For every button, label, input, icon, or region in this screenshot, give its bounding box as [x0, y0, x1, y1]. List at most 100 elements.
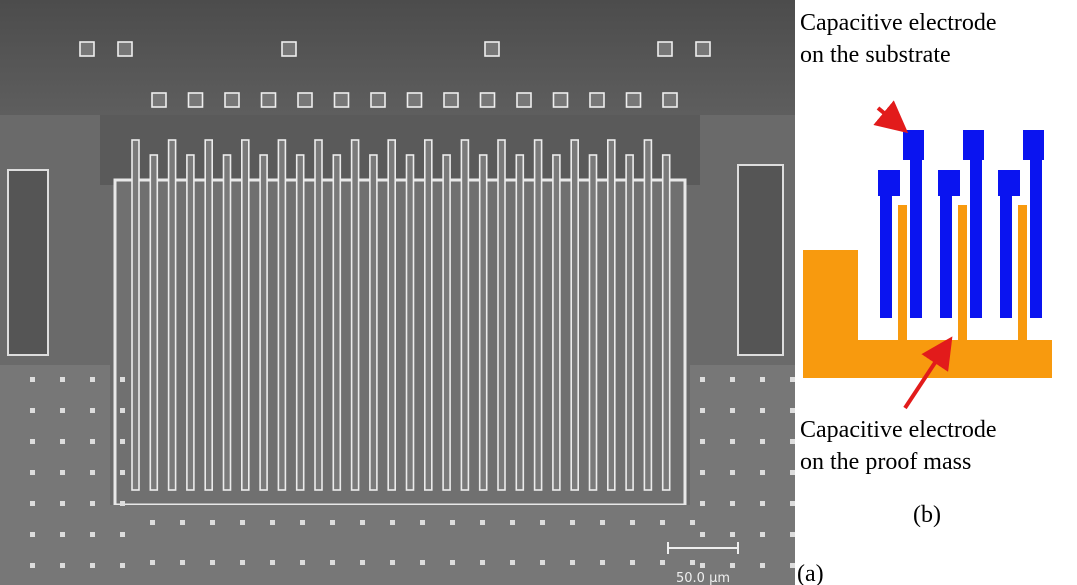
sem-hole [120, 439, 125, 444]
sem-finger [461, 140, 468, 490]
sem-hole [30, 377, 35, 382]
sem-hole [730, 439, 735, 444]
sem-hole [790, 377, 795, 382]
sem-finger [205, 140, 212, 490]
sem-finger [150, 155, 157, 490]
sem-pad [444, 93, 458, 107]
sem-pad [262, 93, 276, 107]
sem-hole [730, 377, 735, 382]
sem-hole [60, 408, 65, 413]
sem-finger [297, 155, 304, 490]
sem-finger [608, 140, 615, 490]
sem-anchor [696, 42, 710, 56]
sem-hole [30, 501, 35, 506]
sem-finger [571, 140, 578, 490]
sem-hole [420, 520, 425, 525]
sem-hole [360, 520, 365, 525]
sem-hole [760, 532, 765, 537]
sem-pad [663, 93, 677, 107]
sem-anchor [80, 42, 94, 56]
electrode-short-head [998, 170, 1020, 196]
sem-finger [407, 155, 414, 490]
proof-mass [803, 250, 1052, 378]
sem-hole [60, 563, 65, 568]
sem-hole [570, 560, 575, 565]
sem-comb-frame [115, 180, 685, 505]
sem-hole [700, 377, 705, 382]
electrode-tall [1030, 140, 1042, 318]
sem-pad [298, 93, 312, 107]
sem-finger [425, 140, 432, 490]
sem-hole [120, 408, 125, 413]
sem-right-spring [738, 165, 783, 355]
sem-hole [30, 439, 35, 444]
sem-hole [90, 439, 95, 444]
sem-pad [481, 93, 495, 107]
sem-hole [30, 563, 35, 568]
electrode-short [940, 185, 952, 318]
sem-finger [333, 155, 340, 490]
sem-hole [700, 408, 705, 413]
mass-finger [958, 205, 967, 341]
sem-hole [60, 377, 65, 382]
sem-finger [443, 155, 450, 490]
electrode-tall [910, 140, 922, 318]
arrow [878, 108, 902, 128]
sem-hole [390, 520, 395, 525]
sem-hole [730, 470, 735, 475]
sem-anchor [118, 42, 132, 56]
sem-finger [278, 140, 285, 490]
sem-hole [450, 560, 455, 565]
sem-hole [300, 560, 305, 565]
electrode-tall-head [903, 130, 924, 160]
sem-hole [760, 501, 765, 506]
sem-pad [371, 93, 385, 107]
sem-finger [553, 155, 560, 490]
sem-hole [700, 563, 705, 568]
sem-hole [360, 560, 365, 565]
sem-hole [180, 520, 185, 525]
sem-anchor [485, 42, 499, 56]
sem-hole [790, 408, 795, 413]
annotation: Capacitive electrode [800, 417, 997, 443]
sem-hole [660, 520, 665, 525]
sem-hole [90, 532, 95, 537]
sem-hole [90, 563, 95, 568]
sem-hole [120, 377, 125, 382]
sem-finger [260, 155, 267, 490]
sem-hole [390, 560, 395, 565]
electrode-tall [970, 140, 982, 318]
sem-hole [210, 520, 215, 525]
annotation: on the substrate [800, 42, 951, 68]
sem-hole [240, 520, 245, 525]
sem-hole [630, 520, 635, 525]
sem-finger [169, 140, 176, 490]
sem-hole [120, 563, 125, 568]
sem-hole [480, 520, 485, 525]
sem-hole [480, 560, 485, 565]
sem-hole [700, 532, 705, 537]
sem-anchor [282, 42, 296, 56]
sem-hole [630, 560, 635, 565]
sem-hole [730, 532, 735, 537]
sem-pad [408, 93, 422, 107]
sem-finger [535, 140, 542, 490]
scale-bar-label: 50.0 µm [676, 571, 730, 585]
sem-hole [660, 560, 665, 565]
sem-finger [224, 155, 231, 490]
sem-hole [30, 470, 35, 475]
sem-pad [335, 93, 349, 107]
sem-hole [540, 560, 545, 565]
sem-hole [700, 439, 705, 444]
sem-finger [644, 140, 651, 490]
sem-hole [60, 532, 65, 537]
electrode-short [1000, 185, 1012, 318]
sem-finger [315, 140, 322, 490]
sem-hole [600, 520, 605, 525]
sem-finger [590, 155, 597, 490]
sem-hole [790, 439, 795, 444]
annotation: on the proof mass [800, 449, 971, 475]
sem-hole [690, 520, 695, 525]
electrode-short-head [938, 170, 960, 196]
finger-group [878, 130, 1044, 341]
